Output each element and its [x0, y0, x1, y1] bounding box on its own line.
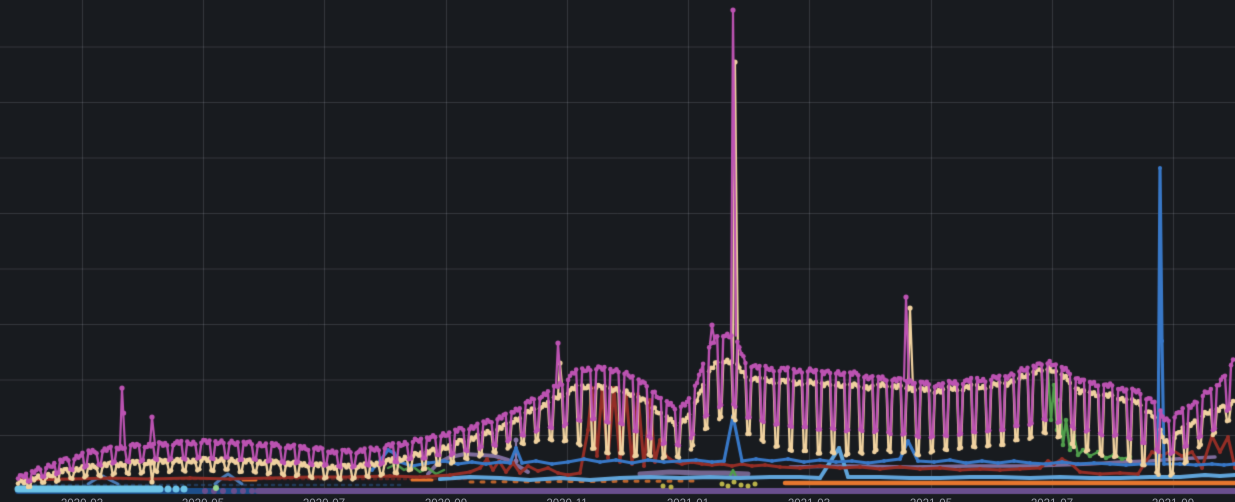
time-series-plot-canvas[interactable]: [0, 0, 1235, 502]
grafana-timeseries-panel: 2020-032020-052020-072020-092020-112021-…: [0, 0, 1235, 502]
